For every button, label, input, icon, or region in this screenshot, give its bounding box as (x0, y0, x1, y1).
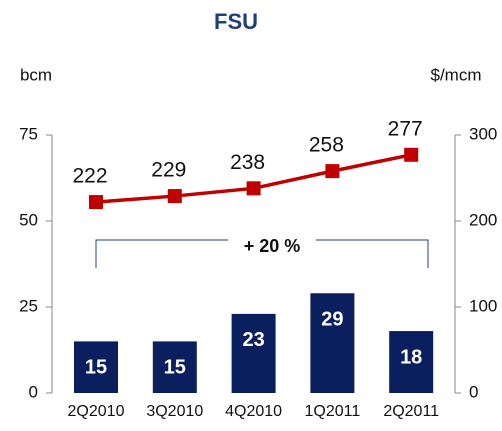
line-value-label: 277 (388, 117, 423, 140)
bar (310, 293, 355, 393)
chart-title: FSU (214, 9, 258, 34)
line-value-label: 258 (309, 134, 344, 157)
bar-value-label: 15 (164, 357, 186, 379)
bar (74, 341, 118, 393)
line-value-label: 229 (151, 159, 186, 182)
line-marker (246, 181, 261, 196)
bracket (95, 239, 429, 268)
bar-value-label: 29 (321, 309, 343, 331)
line-marker (89, 195, 103, 210)
x-tick-label: 2Q2010 (68, 403, 125, 420)
y-tick-label: 75 (19, 124, 38, 143)
y-tick-label: 50 (19, 210, 38, 229)
y-axis-label: bcm (20, 65, 52, 84)
line-value-label: 238 (230, 151, 265, 174)
y2-axis-label: $/mcm (431, 65, 482, 84)
x-tick-label: 3Q2010 (146, 403, 203, 420)
bar-value-label: 18 (400, 346, 422, 368)
line-marker (325, 164, 340, 179)
y-tick-label: 25 (19, 296, 38, 315)
bar-value-label: 23 (242, 329, 264, 351)
y2-tick-label: 200 (469, 210, 497, 229)
y2-tick-label: 0 (469, 382, 478, 401)
bar (389, 331, 434, 393)
x-tick-label: 2Q2011 (383, 403, 439, 420)
bar (152, 341, 197, 393)
line-marker (404, 147, 419, 162)
bar (231, 313, 276, 393)
line-value-label: 222 (72, 165, 107, 188)
x-tick-label: 4Q2010 (225, 403, 282, 420)
y2-tick-label: 100 (469, 296, 497, 315)
line-marker (167, 189, 182, 204)
y-tick-label: 0 (29, 382, 38, 401)
y2-tick-label: 300 (469, 124, 497, 143)
annotation: + 20 % (244, 236, 301, 256)
bar-value-label: 15 (85, 357, 107, 379)
x-tick-label: 1Q2011 (305, 403, 361, 420)
